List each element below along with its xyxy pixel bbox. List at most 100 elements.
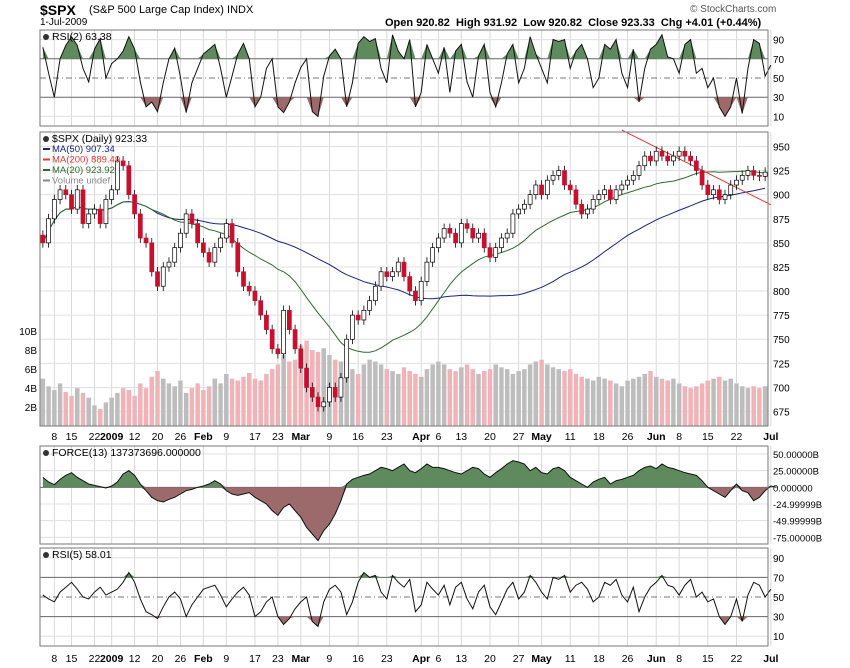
volume-bar — [51, 389, 57, 427]
x-tick-label: 15 — [66, 653, 78, 665]
high-label: High — [455, 17, 481, 29]
volume-bar — [68, 395, 75, 427]
rsi5-panel-y-tick-label: 50 — [773, 593, 785, 604]
x-tick-label: 17 — [249, 653, 261, 665]
rsi2-panel-oversold-area — [42, 97, 771, 117]
volume-bar — [475, 373, 482, 427]
candle-body — [327, 387, 332, 403]
volume-bar — [710, 378, 717, 427]
volume-bar — [739, 385, 745, 427]
x-tick-label: 16 — [352, 653, 364, 665]
volume-bar — [470, 368, 476, 427]
volume-bar — [389, 370, 396, 427]
candle-body — [229, 223, 235, 244]
x-tick-label: Mar — [291, 431, 310, 443]
candle-body — [372, 285, 378, 302]
candle-body — [361, 309, 367, 321]
force-y-tick-label: 25.00000B — [773, 467, 819, 478]
candle-body — [430, 247, 436, 263]
candle-body — [304, 367, 309, 388]
rsi5-panel-y-tick-label: 90 — [773, 554, 785, 565]
candle-body — [504, 232, 510, 239]
volume-bar — [126, 389, 132, 427]
volume-bar — [246, 372, 252, 427]
candle-body — [705, 184, 711, 196]
candle-body — [155, 271, 160, 287]
x-tick-label: 13 — [455, 653, 467, 665]
volume-bar — [235, 380, 241, 427]
candle-body — [544, 179, 550, 196]
rsi2-panel-overbought-area — [42, 34, 771, 59]
candle-body — [424, 261, 430, 282]
candle-body — [436, 237, 441, 249]
volume-bar — [642, 373, 648, 427]
volume-bar — [361, 364, 367, 427]
volume-bar — [447, 368, 453, 427]
volume-bar — [745, 387, 751, 427]
volume-bar — [269, 368, 275, 427]
x-tick-label: 20 — [484, 653, 496, 665]
rsi2-panel-y-tick-label: 10 — [773, 112, 785, 123]
volume-bar — [722, 380, 728, 427]
open-label: Open — [385, 17, 414, 29]
x-tick-label: 13 — [455, 431, 467, 443]
volume-bar — [63, 391, 69, 427]
volume-bar — [195, 383, 201, 427]
x-tick-label: Jul — [763, 653, 778, 665]
force-y-tick-label: -75.00000B — [773, 533, 822, 544]
volume-bar — [172, 385, 178, 427]
x-tick-label: Jul — [763, 431, 778, 443]
candle-body — [527, 194, 533, 205]
legend-label: Volume undef — [52, 176, 110, 187]
candle-body — [734, 179, 739, 186]
candle-body — [716, 189, 722, 200]
legend-label: MA(20) 923.92 — [52, 165, 115, 176]
symbol-title: $SPX — [40, 2, 76, 18]
volume-bar — [109, 397, 115, 427]
rsi2-panel-line — [42, 33, 772, 118]
volume-bar — [349, 368, 355, 427]
candle-body — [63, 189, 69, 196]
volume-bar — [756, 387, 762, 427]
candle-body — [218, 237, 223, 249]
candle-body — [619, 184, 625, 191]
x-tick-label: Feb — [194, 431, 213, 443]
volume-bar — [154, 370, 161, 427]
force-y-tick-label: 50.00000B — [773, 450, 819, 461]
volume-tick-label: 4B — [25, 384, 38, 395]
x-tick-label: 23 — [272, 431, 284, 443]
volume-bar — [252, 378, 258, 427]
volume-bar — [653, 376, 659, 427]
volume-bar — [286, 361, 292, 427]
volume-bar — [607, 380, 613, 427]
candle-body — [390, 271, 395, 277]
volume-bar — [321, 347, 327, 427]
candle-body — [671, 155, 676, 162]
candle-body — [367, 300, 372, 311]
candle-body — [51, 199, 57, 220]
x-tick-label: 8 — [51, 653, 57, 665]
volume-bar — [510, 373, 516, 427]
price-panel-label: $SPX (Daily) 923.33 — [52, 133, 147, 145]
x-tick-label: 26 — [175, 653, 187, 665]
price-y-tick-label: 825 — [773, 263, 790, 274]
candle-body — [476, 232, 481, 239]
volume-bar — [120, 387, 126, 427]
candle-body — [269, 329, 275, 350]
open-value: 920.82 — [416, 17, 450, 29]
volume-bar — [464, 364, 470, 427]
candle-body — [522, 203, 527, 210]
volume-bar — [430, 364, 436, 427]
volume-bar — [223, 373, 229, 427]
candle-body — [739, 175, 745, 181]
eye-icon — [43, 34, 49, 40]
candle-body — [264, 314, 269, 330]
volume-bar — [177, 380, 183, 427]
price-y-tick-label: 675 — [773, 408, 790, 419]
candle-body — [126, 165, 132, 196]
candle-body — [407, 276, 413, 292]
candle-body — [682, 150, 688, 157]
candle-body — [510, 213, 516, 234]
eye-icon — [43, 450, 49, 456]
candle-body — [762, 171, 768, 177]
